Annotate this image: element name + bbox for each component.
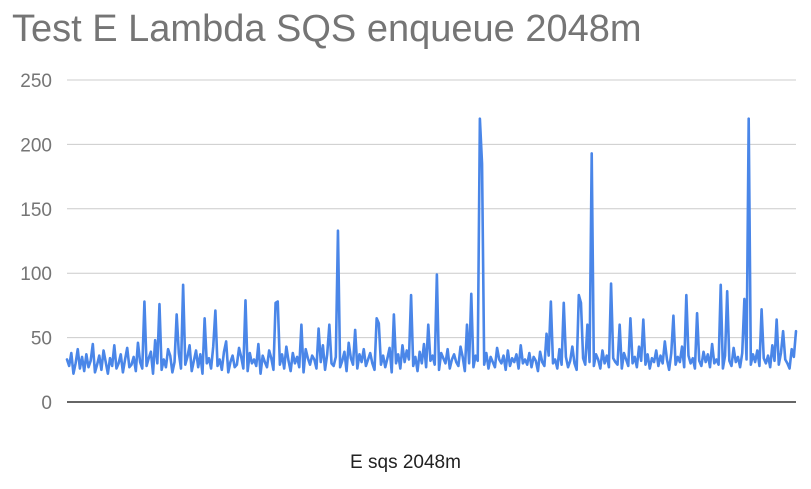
- y-tick-label: 150: [20, 200, 52, 221]
- y-tick-label: 50: [31, 329, 52, 350]
- y-tick-label: 0: [41, 393, 52, 414]
- chart-title: Test E Lambda SQS enqueue 2048m: [12, 8, 642, 50]
- x-axis-label: E sqs 2048m: [350, 452, 461, 473]
- y-tick-label: 250: [20, 71, 52, 92]
- y-axis-tick-labels: 0 50 100 150 200 250: [20, 71, 52, 414]
- y-tick-label: 100: [20, 264, 52, 285]
- y-tick-label: 200: [20, 135, 52, 156]
- series-layer: [65, 117, 798, 375]
- series-line-0: [65, 117, 798, 375]
